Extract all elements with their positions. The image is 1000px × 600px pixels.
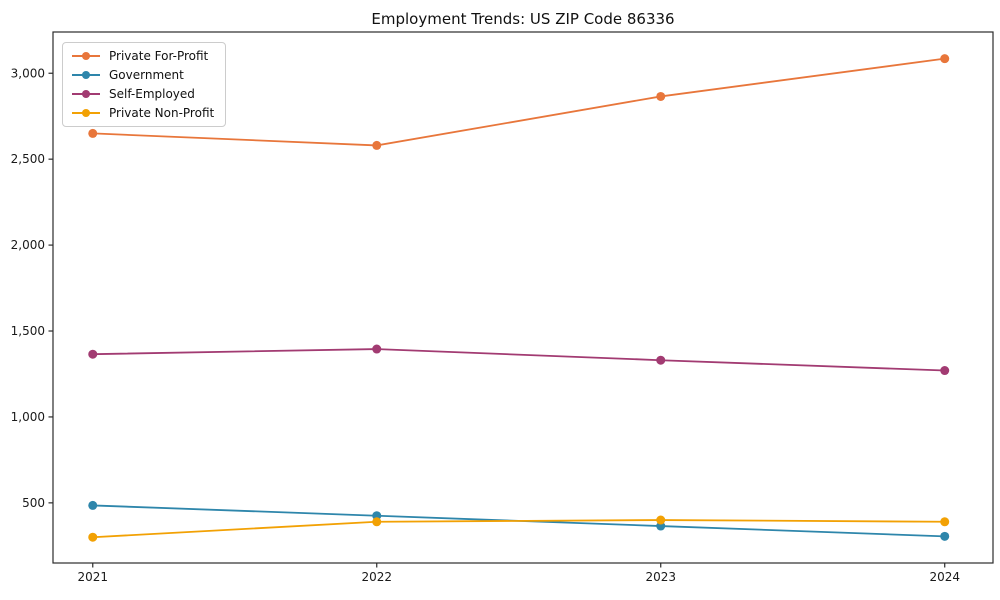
x-tick-label: 2022 [361, 570, 392, 584]
data-point-private-for-profit-2024 [940, 54, 950, 64]
data-point-private-non-profit-2024 [940, 517, 950, 527]
data-point-self-employed-2024 [940, 366, 950, 376]
legend-label: Private For-Profit [109, 49, 209, 63]
chart-title: Employment Trends: US ZIP Code 86336 [371, 10, 675, 28]
data-point-private-for-profit-2022 [372, 140, 382, 150]
legend-box: Private For-Profit Government Self-Employe… [62, 42, 227, 127]
x-tick-label: 2023 [645, 570, 676, 584]
plot-border [52, 31, 994, 564]
legend-item-private-for-profit: Private For-Profit [72, 50, 214, 62]
y-tick-label: 2,000 [11, 238, 45, 252]
legend-marker-icon [72, 108, 100, 118]
x-tick-label: 2024 [929, 570, 960, 584]
legend-label: Self-Employed [109, 87, 195, 101]
y-tick-label: 2,500 [11, 152, 45, 166]
data-point-self-employed-2022 [372, 344, 382, 354]
y-tick-label: 3,000 [11, 66, 45, 80]
line-series-private-for-profit [92, 57, 945, 147]
data-point-private-non-profit-2022 [372, 517, 382, 527]
data-point-self-employed-2023 [656, 355, 666, 365]
data-point-self-employed-2021 [88, 349, 98, 359]
y-tick-label: 1,500 [11, 324, 45, 338]
data-point-private-non-profit-2021 [88, 532, 98, 542]
legend-marker-icon [72, 51, 100, 61]
line-series-private-non-profit [92, 519, 945, 539]
data-point-government-2021 [88, 500, 98, 510]
data-point-private-non-profit-2023 [656, 515, 666, 525]
data-point-private-for-profit-2023 [656, 91, 666, 101]
legend-marker-icon [72, 89, 100, 99]
legend-label: Private Non-Profit [109, 106, 215, 120]
y-tick-label: 500 [22, 496, 45, 510]
legend-item-self-employed: Self-Employed [72, 88, 214, 100]
y-tick-label: 1,000 [11, 410, 45, 424]
legend-item-government: Government [72, 69, 214, 81]
line-series-self-employed [92, 348, 945, 372]
x-tick-label: 2021 [77, 570, 108, 584]
data-point-private-for-profit-2021 [88, 128, 98, 138]
data-point-government-2024 [940, 531, 950, 541]
legend-label: Government [109, 68, 184, 82]
legend-marker-icon [72, 70, 100, 80]
legend-item-private-non-profit: Private Non-Profit [72, 107, 214, 119]
